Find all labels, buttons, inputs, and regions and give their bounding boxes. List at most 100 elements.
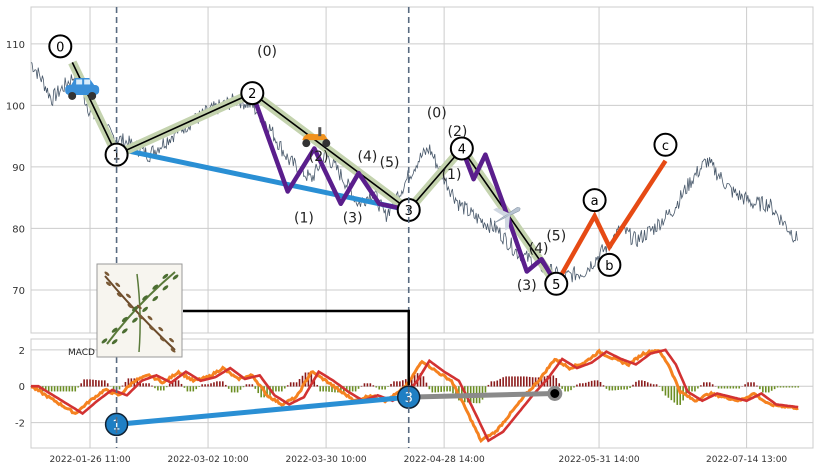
macd-histogram-bar bbox=[700, 385, 702, 387]
macd-histogram-bar bbox=[387, 386, 389, 387]
macd-histogram-bar bbox=[257, 386, 260, 394]
macd-histogram-bar bbox=[139, 381, 141, 387]
subwave-label: (2) bbox=[447, 124, 467, 140]
macd-histogram-bar bbox=[292, 382, 295, 387]
macd-histogram-bar bbox=[679, 386, 682, 405]
macd-histogram-bar bbox=[369, 383, 372, 387]
macd-histogram-bar bbox=[723, 386, 726, 389]
macd-histogram-bar bbox=[673, 386, 676, 403]
macd-histogram-bar bbox=[576, 384, 578, 387]
macd-histogram-bar bbox=[325, 386, 327, 392]
macd-histogram-bar bbox=[106, 383, 109, 387]
macd-histogram-bar bbox=[638, 380, 640, 387]
macd-histogram-bar bbox=[661, 386, 664, 392]
car-window bbox=[76, 79, 83, 85]
airplane-wing bbox=[504, 214, 511, 231]
macd-histogram-bar bbox=[319, 386, 321, 392]
thumbnail-leaf bbox=[121, 328, 128, 334]
macd-y-tick-label: 2 bbox=[19, 346, 25, 357]
macd-histogram-bar bbox=[50, 386, 53, 392]
x-tick-label: 2022-03-30 10:00 bbox=[286, 455, 367, 465]
price-y-tick-label: 110 bbox=[6, 40, 25, 51]
corrective-point-label: c bbox=[662, 139, 669, 154]
macd-histogram-bar bbox=[440, 386, 442, 392]
macd-histogram-bar bbox=[272, 386, 274, 394]
macd-histogram-bar bbox=[744, 384, 746, 387]
macd-histogram-bar bbox=[357, 386, 360, 389]
macd-histogram-bar bbox=[425, 382, 428, 387]
macd-histogram-bar bbox=[437, 386, 440, 393]
macd-histogram-bar bbox=[248, 384, 251, 387]
wave-point-label: 4 bbox=[458, 142, 466, 157]
macd-histogram-bar bbox=[286, 385, 289, 387]
thumbnail-leaf bbox=[169, 337, 175, 343]
macd-histogram-bar bbox=[602, 385, 605, 387]
macd-histogram-bar bbox=[275, 386, 277, 392]
macd-histogram-bar bbox=[655, 384, 658, 387]
macd-histogram-bar bbox=[517, 376, 519, 387]
macd-histogram-bar bbox=[697, 386, 699, 389]
macd-histogram-bar bbox=[770, 386, 773, 391]
macd-histogram-bar bbox=[289, 382, 292, 387]
macd-histogram-bar bbox=[431, 386, 434, 393]
macd-histogram-bar bbox=[520, 376, 522, 387]
macd-histogram-bar bbox=[729, 386, 732, 389]
macd-histogram-bar bbox=[652, 384, 655, 387]
thumbnail-leaf bbox=[149, 325, 155, 331]
thumbnail-leaf bbox=[142, 295, 148, 301]
scooter-wheel bbox=[302, 139, 311, 148]
macd-histogram-bar bbox=[313, 378, 316, 387]
macd-histogram-bar bbox=[283, 386, 286, 389]
macd-histogram-bar bbox=[251, 384, 254, 387]
macd-histogram-bar bbox=[65, 386, 68, 392]
macd-histogram-bar bbox=[413, 374, 416, 387]
airplane-wing bbox=[493, 207, 510, 217]
macd-histogram-bar bbox=[552, 375, 555, 387]
thumbnail-leaf bbox=[152, 296, 159, 302]
macd-point-circle bbox=[104, 412, 129, 437]
thumbnail-leaf bbox=[142, 306, 148, 312]
macd-histogram-bar bbox=[632, 384, 634, 387]
icons bbox=[65, 77, 521, 358]
macd-histogram-bar bbox=[301, 375, 304, 387]
thumbnail-leaf bbox=[116, 292, 122, 298]
scooter-body bbox=[302, 133, 329, 141]
macd-histogram-bar bbox=[136, 380, 139, 387]
macd-histogram-bar bbox=[80, 383, 82, 387]
thumbnail-leaf bbox=[162, 273, 169, 279]
macd-histogram-bar bbox=[641, 380, 643, 387]
macd-histogram-bar bbox=[162, 386, 165, 391]
macd-histogram-bar bbox=[446, 386, 448, 392]
x-tick-label: 2022-05-31 14:00 bbox=[559, 455, 640, 465]
macd-histogram-bar bbox=[402, 380, 404, 387]
macd-histogram-bar bbox=[410, 376, 413, 387]
macd-histogram-bar bbox=[154, 386, 156, 389]
macd-histogram-bar bbox=[363, 383, 366, 387]
macd-histogram-bar bbox=[573, 386, 575, 388]
macd-histogram-bar bbox=[112, 386, 115, 390]
macd-histogram-bar bbox=[753, 382, 755, 387]
plant-thumbnail bbox=[96, 263, 183, 358]
scooter-wheel bbox=[322, 139, 331, 148]
subwave-line bbox=[459, 147, 559, 285]
macd-histogram-bar bbox=[56, 386, 59, 392]
subwave-label: (5) bbox=[546, 229, 566, 245]
price-y-tick-label: 100 bbox=[6, 101, 25, 112]
macd-histogram-bar bbox=[496, 380, 499, 387]
macd-histogram-bar bbox=[124, 381, 127, 387]
macd-histogram-bar bbox=[735, 386, 738, 389]
subwave-label: (3) bbox=[343, 210, 363, 226]
macd-histogram-bar bbox=[201, 384, 203, 387]
macd-histogram-bar bbox=[95, 380, 97, 387]
wave-point-circle bbox=[544, 271, 569, 296]
wave-point-label: 5 bbox=[552, 278, 560, 293]
macd-histogram-bar bbox=[493, 381, 496, 387]
macd-histogram-bar bbox=[596, 380, 599, 387]
price-y-tick-label: 80 bbox=[12, 224, 25, 235]
macd-histogram-bar bbox=[298, 379, 301, 387]
macd-histogram-bar bbox=[77, 386, 80, 388]
wave-point-circle bbox=[48, 34, 73, 59]
corrective-wave-line bbox=[554, 159, 668, 285]
macd-histogram-bar bbox=[192, 386, 195, 392]
macd-histogram-bar bbox=[224, 384, 227, 387]
